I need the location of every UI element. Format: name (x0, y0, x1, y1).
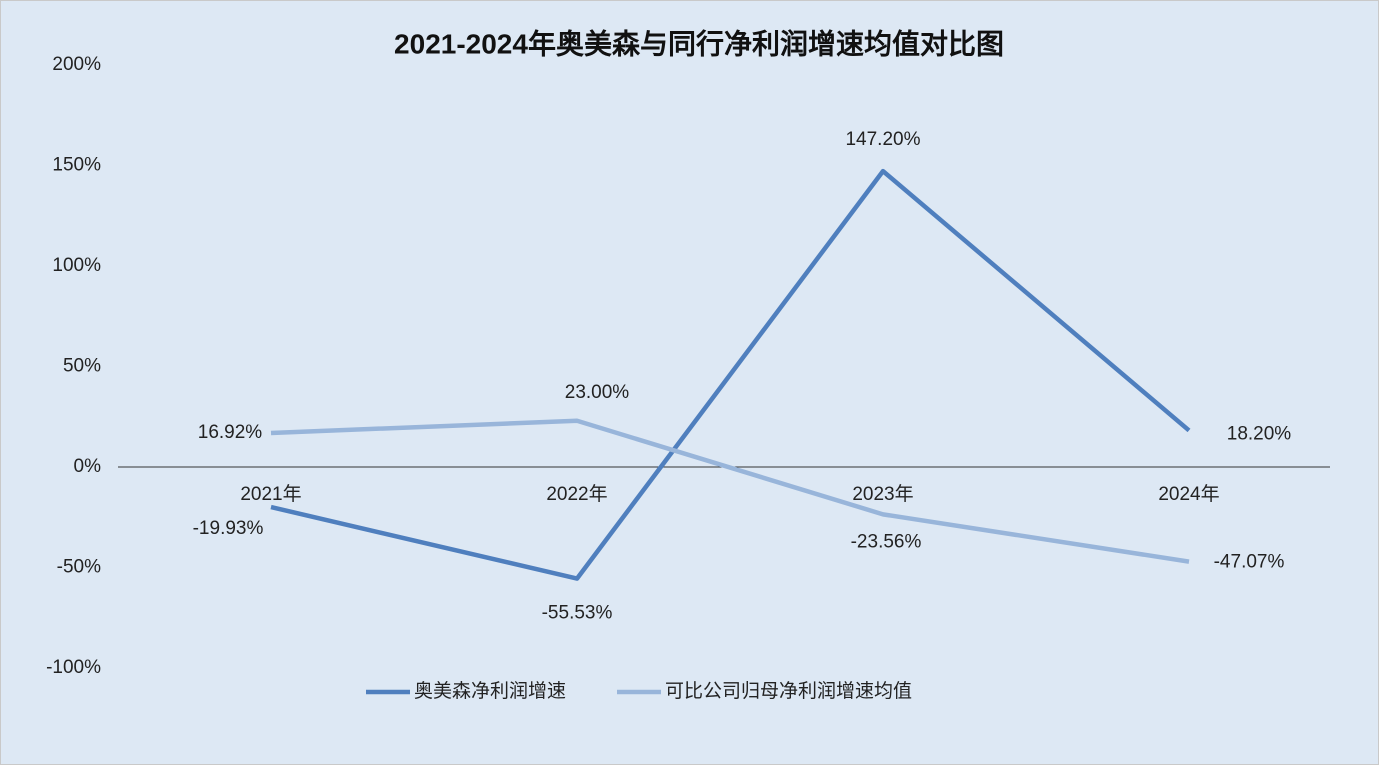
data-label: 23.00% (565, 382, 630, 403)
data-label: -23.56% (851, 531, 922, 552)
data-label: 147.20% (845, 129, 920, 150)
data-label: -19.93% (193, 518, 264, 539)
x-tick-label: 2022年 (546, 483, 607, 505)
y-tick-label: 200% (52, 54, 101, 75)
data-label: 18.20% (1227, 423, 1292, 444)
y-tick-label: 100% (52, 255, 101, 276)
data-label: -47.07% (1214, 552, 1285, 573)
y-tick-label: 0% (74, 456, 102, 477)
x-tick-label: 2024年 (1158, 483, 1219, 505)
y-tick-label: -50% (57, 557, 101, 578)
data-label: 16.92% (198, 422, 263, 443)
y-tick-label: 150% (52, 155, 101, 176)
legend-label: 奥美森净利润增速 (414, 680, 566, 702)
y-tick-label: 50% (63, 356, 101, 377)
x-tick-label: 2023年 (852, 483, 913, 505)
line-series (270, 418, 1190, 564)
line-series (270, 168, 1191, 581)
data-label: -55.53% (542, 603, 613, 624)
x-tick-label: 2021年 (240, 483, 301, 505)
legend-label: 可比公司归母净利润增速均值 (665, 680, 912, 702)
chart-title: 2021-2024年奥美森与同行净利润增速均值对比图 (394, 27, 1004, 59)
y-tick-label: -100% (46, 657, 101, 678)
